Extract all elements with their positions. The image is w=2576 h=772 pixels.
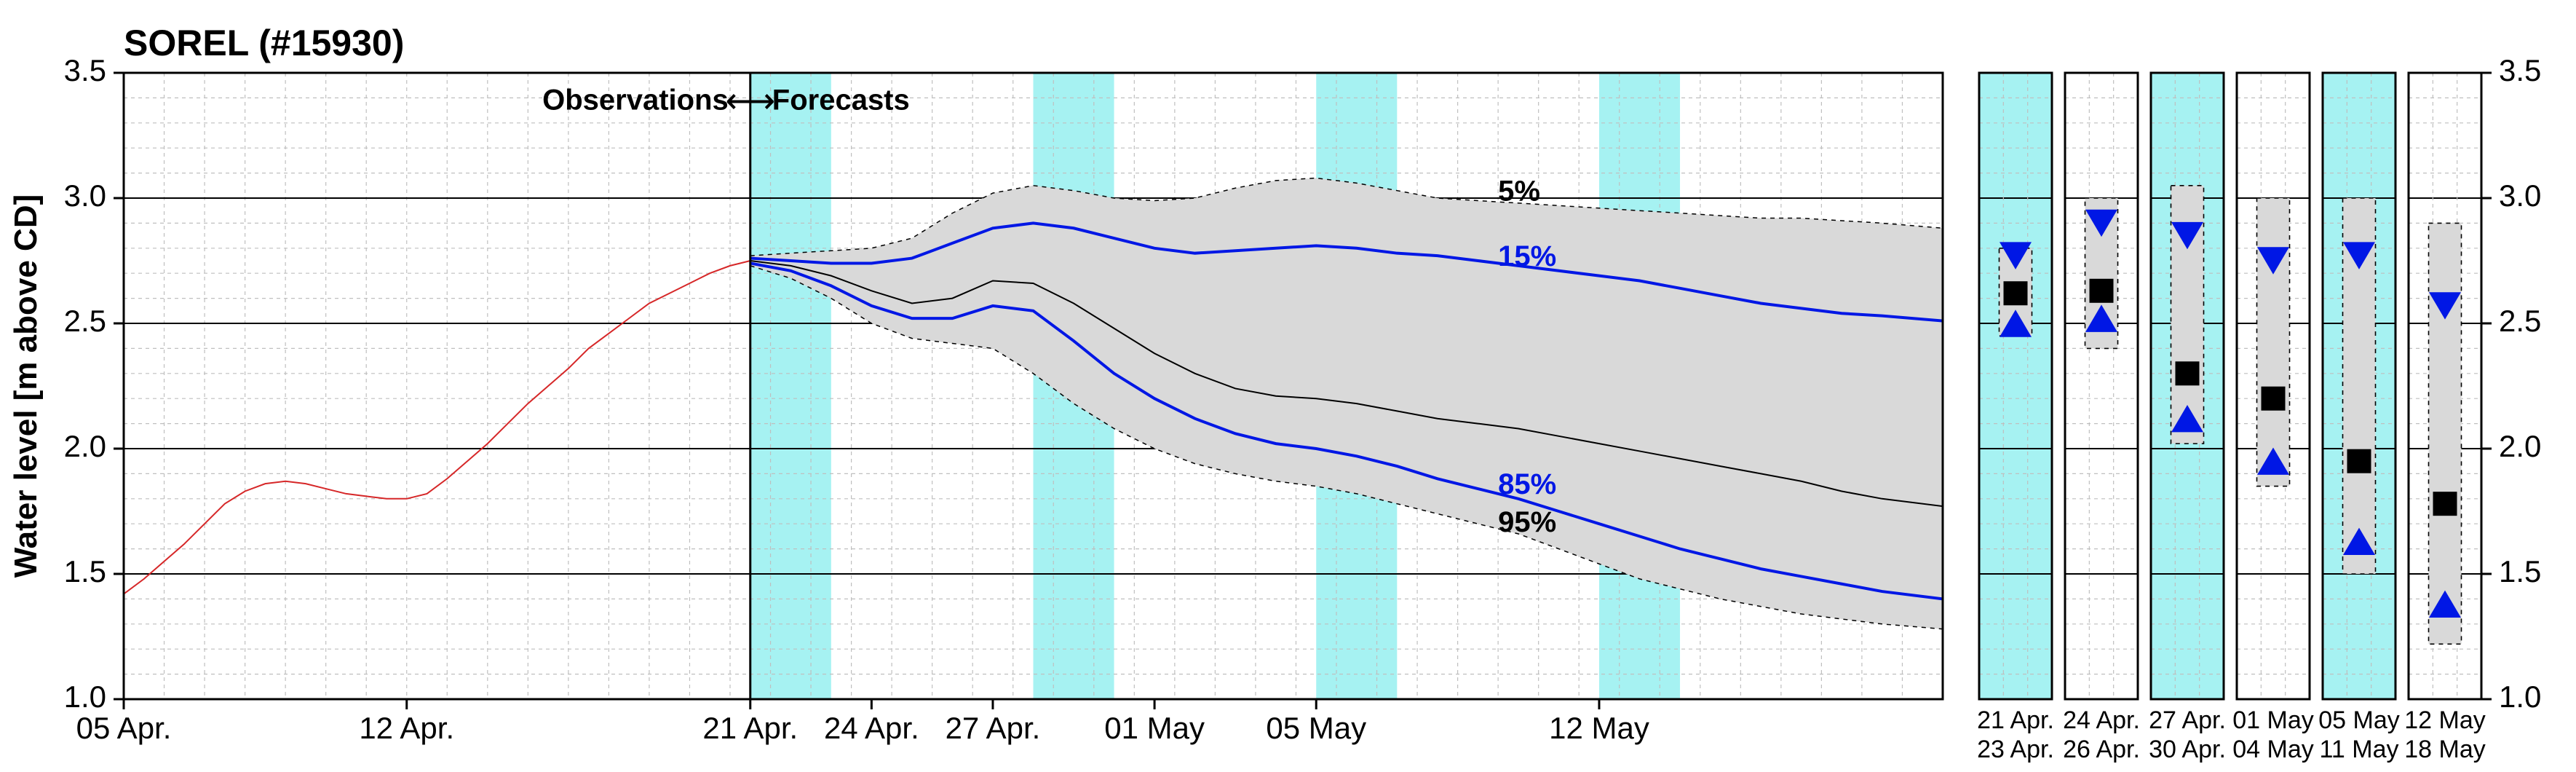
- median-marker: [2433, 492, 2457, 516]
- y-tick-label: 2.5: [64, 304, 106, 338]
- y-tick-label-right: 1.5: [2499, 554, 2541, 588]
- percent-label: 85%: [1498, 468, 1556, 500]
- y-tick-label-right: 3.0: [2499, 178, 2541, 213]
- summary-panel: 27 Apr.30 Apr.: [2149, 73, 2226, 763]
- chart-title: SOREL (#15930): [124, 23, 404, 63]
- x-tick-label: 12 Apr.: [359, 711, 454, 745]
- median-marker: [2004, 281, 2028, 305]
- percent-label: 15%: [1498, 240, 1556, 272]
- y-tick-label: 3.5: [64, 53, 106, 87]
- median-marker: [2090, 279, 2114, 303]
- panel-label-end: 30 Apr.: [2149, 736, 2226, 763]
- panel-range-box: [2257, 198, 2290, 487]
- summary-panel: 24 Apr.26 Apr.: [2063, 73, 2140, 763]
- y-tick-label-right: 3.5: [2499, 53, 2541, 87]
- panel-label-start: 24 Apr.: [2063, 706, 2140, 734]
- panel-label-end: 04 May: [2232, 736, 2314, 763]
- panel-label-start: 21 Apr.: [1977, 706, 2054, 734]
- median-marker: [2347, 449, 2371, 473]
- panel-label-start: 12 May: [2404, 706, 2486, 734]
- x-tick-label: 21 Apr.: [702, 711, 798, 745]
- x-tick-label: 05 Apr.: [76, 711, 172, 745]
- y-tick-label: 2.0: [64, 429, 106, 463]
- percent-label: 5%: [1498, 176, 1540, 208]
- chart-container: 5% 15% 85% 95% Observations Forecasts⟷ 1.0 1.5 2…: [0, 0, 2576, 772]
- panel-label-start: 05 May: [2318, 706, 2400, 734]
- panel-range-box: [2429, 223, 2462, 644]
- y-tick-label-right: 2.5: [2499, 304, 2541, 338]
- median-marker: [2262, 387, 2286, 411]
- forecasts-label: Forecasts: [772, 84, 910, 117]
- summary-panel: 01 May04 May: [2232, 73, 2314, 763]
- panel-label-end: 26 Apr.: [2063, 736, 2140, 763]
- summary-panel: 12 May18 May: [2404, 73, 2486, 763]
- x-tick-label: 05 May: [1266, 711, 1366, 745]
- panel-label-end: 18 May: [2404, 736, 2486, 763]
- y-tick-label: 3.0: [64, 178, 106, 213]
- x-tick-label: 24 Apr.: [824, 711, 919, 745]
- y-axis-label: Water level [m above CD]: [8, 194, 44, 578]
- panel-label-end: 23 Apr.: [1977, 736, 2054, 763]
- summary-panel: 21 Apr.23 Apr.: [1977, 73, 2054, 763]
- panel-label-start: 01 May: [2232, 706, 2314, 734]
- main-plot: 5% 15% 85% 95% Observations Forecasts⟷ 1.0 1.5 2…: [8, 23, 1943, 745]
- summary-panel: 05 May11 May: [2318, 73, 2400, 763]
- y-tick-label-right: 2.0: [2499, 429, 2541, 463]
- x-tick-label: 01 May: [1104, 711, 1205, 745]
- median-marker: [2176, 361, 2200, 385]
- x-tick-label: 12 May: [1549, 711, 1649, 745]
- observations-line: [124, 261, 750, 594]
- panel-label-end: 11 May: [2320, 736, 2399, 763]
- y-tick-label: 1.0: [64, 680, 106, 714]
- summary-panels: 21 Apr.23 Apr.24 Apr.26 Apr.27 Apr.30 Ap…: [1977, 53, 2541, 763]
- y-tick-label: 1.5: [64, 554, 106, 588]
- y-tick-label-right: 1.0: [2499, 680, 2541, 714]
- observations-label: Observations: [542, 84, 729, 117]
- panel-label-start: 27 Apr.: [2149, 706, 2226, 734]
- x-tick-label: 27 Apr.: [946, 711, 1041, 745]
- double-arrow-icon: ⟷: [725, 82, 775, 121]
- weekend-band: [750, 73, 831, 699]
- percent-label: 95%: [1498, 506, 1556, 538]
- chart-svg: 5% 15% 85% 95% Observations Forecasts⟷ 1.0 1.5 2…: [0, 0, 2576, 772]
